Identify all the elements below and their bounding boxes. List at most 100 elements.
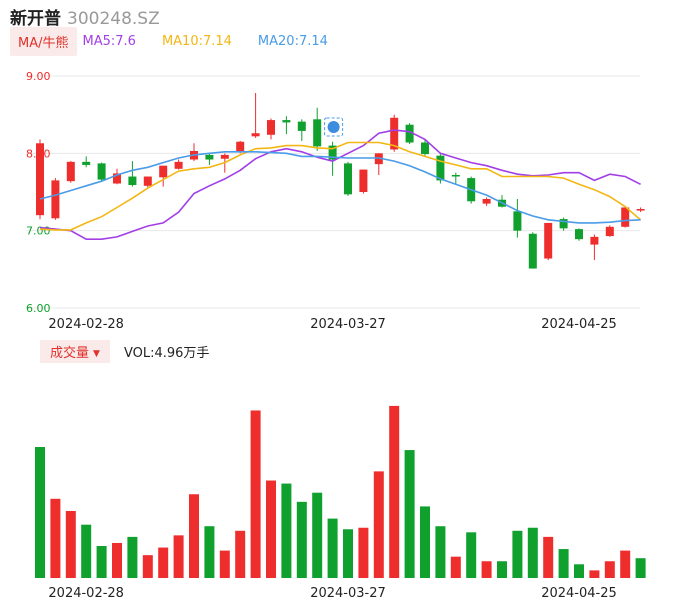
volume-bar [435,526,446,578]
ma5-legend: MA5:7.6 [82,33,136,49]
volume-tag-label: 成交量 [50,345,90,361]
volume-bar [373,471,384,578]
volume-x-axis: 2024-02-28 2024-03-27 2024-04-25 [48,586,616,601]
candle-body [559,219,568,229]
y-tick-label: 7.00 [26,225,51,238]
volume-bar [158,547,169,578]
candle-body [159,165,168,178]
event-marker[interactable] [324,117,344,137]
candlestick-series [36,93,645,269]
candle [359,169,368,194]
candle [36,139,44,220]
candle-body [251,133,260,137]
ma20-line [39,151,641,224]
ma-legend: MA/牛熊 MA5:7.6 MA10:7.14 MA20:7.14 [10,26,354,56]
candle-body [128,176,137,186]
candle-body [36,143,44,216]
x-tick-label: 2024-02-28 [48,317,124,332]
candle-body [97,163,106,180]
candle [251,93,260,138]
candle-body [143,176,152,186]
candle [97,162,106,182]
candle [205,153,214,165]
candle-body [297,121,306,131]
candle-body [436,155,445,181]
volume-bar [189,494,199,578]
volume-bar [527,527,538,578]
brand-badge-icon [327,121,340,133]
volume-bar [142,555,153,578]
candle [421,139,429,156]
x-tick-label: 2024-03-27 [310,317,386,332]
stock-name: 新开普 [10,9,61,29]
volume-value: VOL:4.96万手 [123,345,210,361]
volume-bar [173,535,184,578]
volume-bar [589,570,600,578]
moving-average-lines [39,129,642,240]
candle-body [174,161,183,169]
x-tick-label: 2024-04-25 [541,586,617,601]
volume-bar [112,542,122,578]
volume-bar [312,492,323,578]
candle-body [451,174,460,177]
candle-body [328,145,337,160]
candle [575,228,583,241]
y-tick-label: 9.00 [26,70,51,83]
candle [128,161,137,187]
marker-frame [324,117,344,137]
candle [51,178,60,220]
volume-bar [266,480,276,578]
volume-bar [219,550,230,578]
ma10-line [39,141,642,231]
volume-bar [296,501,307,578]
candle-body [390,117,399,150]
candle [544,222,553,261]
candle-body [575,229,583,240]
candle [82,156,91,168]
candle [143,176,152,189]
volume-bar [343,529,353,578]
ma-indicator-selector[interactable]: MA/牛熊 [10,26,77,56]
volume-bar [466,532,477,578]
volume-bar [481,561,492,578]
volume-bar [604,561,615,578]
candle [405,123,414,145]
volume-bar [96,546,107,578]
volume-bar [50,498,61,578]
volume-bar [81,524,92,578]
candle-body [344,163,352,195]
volume-bar [250,410,261,578]
candle-body [528,233,537,269]
candle [451,172,460,184]
candle-body [220,154,229,159]
candle-body [621,207,630,227]
price-grid [26,75,640,309]
candle [528,232,537,269]
candle-body [113,173,121,184]
candle [66,161,75,183]
candle [313,107,322,152]
candle-body [313,119,322,147]
candle [159,165,168,187]
volume-bar [65,510,76,578]
candle [328,141,337,176]
y-tick-label: 6.00 [26,302,51,315]
volume-bar [512,530,523,578]
candle-body [605,226,614,237]
x-tick-label: 2024-03-27 [310,586,386,601]
volume-bar [558,549,569,578]
volume-legend: 成交量 ▼ VOL:4.96万手 [40,339,210,363]
price-x-axis: 2024-02-28 2024-03-27 2024-04-25 [48,317,616,332]
candle [513,198,522,238]
volume-indicator-selector[interactable]: 成交量 ▼ [40,339,110,363]
candle-body [205,154,214,160]
volume-bar [635,558,646,578]
candle [267,118,275,140]
candle [605,225,614,237]
ma10-legend: MA10:7.14 [161,33,232,49]
candle [190,143,198,162]
caret-down-icon: ▼ [93,348,100,359]
candle-body [267,120,275,135]
candle-body [66,161,75,182]
